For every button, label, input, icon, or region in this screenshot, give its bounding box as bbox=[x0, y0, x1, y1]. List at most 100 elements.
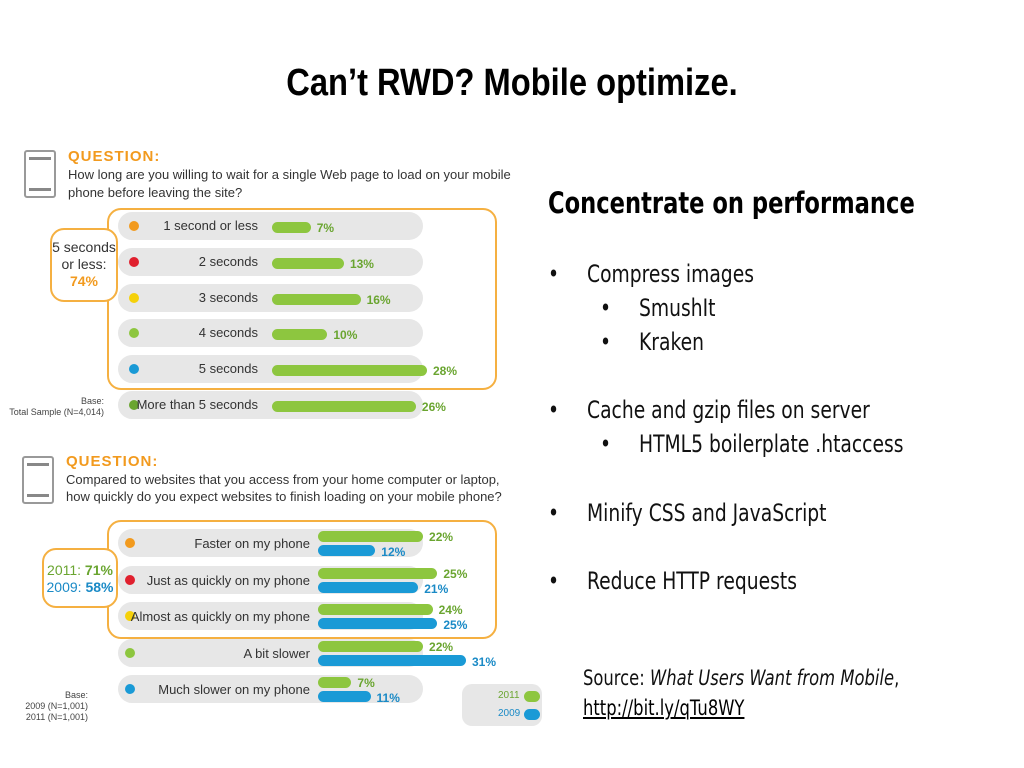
bar-value bbox=[272, 401, 416, 412]
bar-2009 bbox=[318, 691, 371, 702]
row-dot bbox=[125, 538, 135, 548]
question-text-line1: Compared to websites that you access fro… bbox=[66, 472, 500, 487]
bullet-item: Cache and gzip files on server bbox=[587, 396, 870, 424]
row-dot bbox=[125, 647, 135, 658]
bar-label-2009: 25% bbox=[443, 618, 468, 632]
row-dot bbox=[129, 221, 139, 231]
bar-2011 bbox=[318, 640, 424, 652]
bullet-icon: • bbox=[548, 396, 560, 424]
bar-2009 bbox=[318, 618, 438, 629]
legend-label-2009: 2009 bbox=[498, 708, 521, 719]
bar-label: 10% bbox=[333, 328, 358, 343]
row-dot bbox=[125, 574, 135, 585]
source-suffix: , bbox=[894, 666, 900, 690]
source-line: Source: What Users Want from Mobile, bbox=[583, 666, 899, 690]
bar-label-2011: 7% bbox=[357, 676, 375, 690]
bar-label-2011: 22% bbox=[429, 530, 454, 544]
bar-value bbox=[272, 257, 344, 269]
bar-label: 13% bbox=[349, 256, 374, 271]
base-note: Base: 2009 (N=1,001) 2011 (N=1,001) bbox=[4, 690, 88, 723]
row-label: Just as quickly on my phone bbox=[146, 572, 310, 588]
row-dot bbox=[129, 328, 139, 339]
bullet-icon: • bbox=[600, 328, 612, 356]
bar-label-2009: 11% bbox=[376, 691, 400, 705]
row-dot bbox=[129, 256, 139, 267]
row-pill bbox=[118, 283, 423, 312]
bar-2009 bbox=[318, 581, 419, 593]
bar-value bbox=[272, 365, 427, 377]
question-label: QUESTION: bbox=[66, 453, 159, 470]
bar-2011 bbox=[318, 531, 424, 542]
bullet-item: Compress images bbox=[587, 260, 754, 288]
bar-2009 bbox=[318, 654, 466, 666]
row-label: 4 seconds bbox=[198, 325, 258, 341]
bar-label: 16% bbox=[366, 292, 391, 307]
base-line3: 2011 (N=1,001) bbox=[25, 712, 88, 722]
callout-box: 5 seconds or less: 74% bbox=[50, 228, 118, 302]
bullet-icon: • bbox=[548, 499, 560, 527]
bullet-icon: • bbox=[600, 294, 612, 322]
row-label: 5 seconds bbox=[198, 361, 258, 377]
section-heading: Concentrate on performance bbox=[548, 186, 915, 220]
row-pill bbox=[118, 212, 423, 240]
row-dot bbox=[129, 364, 139, 375]
row-dot bbox=[129, 292, 139, 303]
callout-line1: 2011: 71% bbox=[47, 562, 113, 578]
bar-label-2009: 12% bbox=[381, 545, 406, 559]
base-line2: Total Sample (N=4,014) bbox=[9, 407, 104, 417]
base-line2: 2009 (N=1,001) bbox=[25, 701, 88, 711]
hourglass-icon bbox=[24, 150, 56, 198]
row-label: 2 seconds bbox=[198, 253, 258, 269]
bullet-icon: • bbox=[548, 567, 560, 595]
bar-2011 bbox=[318, 567, 438, 579]
bar-2009 bbox=[318, 545, 376, 556]
bar-2011 bbox=[318, 604, 433, 615]
legend-swatch-2009 bbox=[524, 709, 540, 720]
bar-2011 bbox=[318, 677, 352, 688]
callout-box: 2011: 71% 2009: 58% bbox=[42, 548, 118, 608]
source-title: What Users Want from Mobile bbox=[649, 666, 895, 690]
bar-label: 7% bbox=[316, 221, 335, 235]
slide-title: Can’t RWD? Mobile optimize. bbox=[286, 62, 738, 104]
question-text-line2: how quickly do you expect websites to fi… bbox=[66, 489, 502, 504]
base-note: Base: Total Sample (N=4,014) bbox=[4, 396, 104, 418]
bullet-icon: • bbox=[600, 430, 612, 458]
question-text-line1: How long are you willing to wait for a s… bbox=[68, 167, 511, 182]
hourglass-icon bbox=[22, 456, 54, 504]
row-label: 3 seconds bbox=[198, 289, 258, 305]
row-pill bbox=[118, 319, 423, 348]
row-label: A bit slower bbox=[243, 645, 310, 661]
bullet-icon: • bbox=[548, 260, 560, 288]
legend-label-2011: 2011 bbox=[498, 690, 520, 701]
sub-bullet-item: SmushIt bbox=[639, 294, 716, 322]
base-line1: Base: bbox=[64, 690, 88, 700]
row-label: Much slower on my phone bbox=[158, 682, 310, 697]
callout-line2: or less: bbox=[61, 256, 107, 272]
row-dot bbox=[125, 611, 135, 621]
row-dot bbox=[129, 400, 139, 410]
bar-label: 26% bbox=[421, 400, 446, 414]
question-text-line2: phone before leaving the site? bbox=[68, 185, 243, 200]
bar-value bbox=[272, 222, 311, 233]
question-label: QUESTION: bbox=[68, 148, 161, 165]
legend: 2011 2009 bbox=[462, 684, 542, 726]
source-link[interactable]: http://bit.ly/qTu8WY bbox=[583, 696, 745, 720]
bar-label-2009: 21% bbox=[424, 581, 449, 596]
callout-line1: 5 seconds bbox=[52, 239, 116, 255]
bullet-item: Minify CSS and JavaScript bbox=[587, 499, 827, 527]
sub-bullet-item: Kraken bbox=[639, 328, 705, 356]
row-label: 1 second or less bbox=[163, 218, 258, 233]
bar-label-2011: 22% bbox=[429, 639, 454, 654]
legend-swatch-2011 bbox=[524, 691, 540, 702]
source-prefix: Source: bbox=[583, 666, 650, 690]
row-pill bbox=[118, 247, 423, 276]
row-dot bbox=[125, 684, 135, 694]
bar-label: 28% bbox=[433, 364, 458, 379]
callout-value: 74% bbox=[69, 273, 99, 289]
bar-value bbox=[272, 293, 361, 305]
row-pill bbox=[118, 675, 423, 703]
bar-label-2011: 24% bbox=[438, 603, 463, 617]
bullet-item: Reduce HTTP requests bbox=[587, 567, 797, 595]
callout-line2: 2009: 58% bbox=[46, 579, 114, 595]
bar-value bbox=[272, 329, 328, 341]
